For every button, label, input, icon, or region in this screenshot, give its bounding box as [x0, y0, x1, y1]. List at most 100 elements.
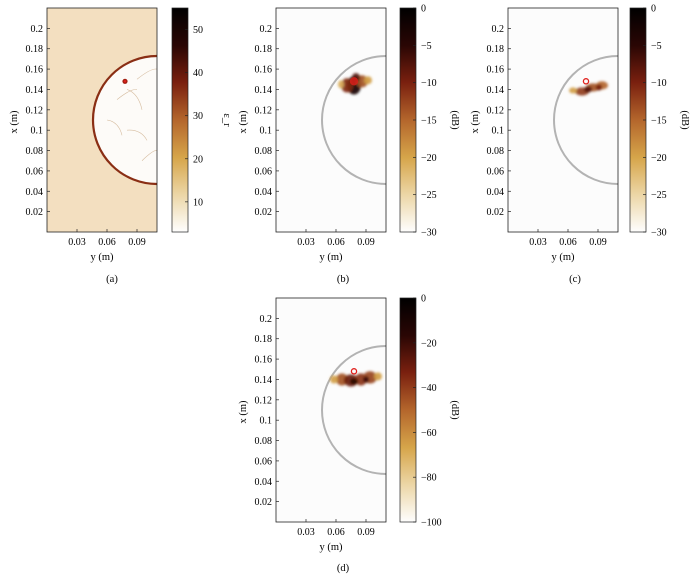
target-marker [349, 77, 359, 86]
panel-c: 0.02 0.04 0.06 0.08 0.1 0.12 0.14 0.16 0.18 0.2 0.… [470, 4, 690, 286]
y-tick-label: 0.06 [26, 166, 44, 177]
x-tick-label: 0.03 [529, 237, 547, 248]
texture-stroke [141, 150, 157, 161]
colorbar-tick-label: 10 [193, 197, 203, 208]
y-axis-label: x (m) [238, 400, 249, 424]
y-tick-label: 0.06 [487, 166, 505, 177]
colorbar-tick-label: −30 [421, 228, 437, 239]
x-axis-label: y (m) [319, 542, 343, 553]
colorbar-label: ε_r [221, 113, 232, 127]
colorbar-tick-label: −15 [651, 116, 667, 127]
colorbar [399, 297, 417, 523]
texture-stroke [116, 89, 138, 100]
colorbar-tick-label: −30 [651, 228, 667, 239]
x-tick-label: 0.06 [559, 237, 577, 248]
y-tick-label: 0.16 [487, 65, 505, 76]
y-tick-label: 0.1 [260, 126, 273, 137]
y-tick-label: 0.14 [255, 375, 273, 386]
colorbar-label: (dB) [679, 110, 690, 130]
x-tick-label: 0.09 [357, 237, 375, 248]
dome-outline [321, 345, 386, 475]
response-blob [330, 375, 338, 384]
colorbar-label: (dB) [449, 400, 460, 420]
y-tick-label: 0.12 [487, 105, 505, 116]
panel-a: 0.02 0.04 0.06 0.08 0.1 0.12 0.14 0.16 0.18 0.2 0.… [9, 7, 232, 285]
target-marker [350, 368, 358, 375]
colorbar-tick-label: −100 [421, 518, 442, 529]
y-tick-label: 0.14 [255, 85, 273, 96]
colorbar-tick-label: −20 [421, 338, 437, 349]
colorbar-tick-label: −60 [421, 428, 437, 439]
y-tick-label: 0.18 [26, 44, 44, 55]
y-tick-label: 0.2 [260, 24, 273, 35]
plot-area [321, 345, 386, 475]
y-axis-label: x (m) [238, 110, 249, 134]
y-tick-label: 0.12 [255, 395, 273, 406]
y-tick-label: 0.08 [487, 146, 505, 157]
y-tick-label: 0.12 [26, 105, 44, 116]
y-tick-label: 0.02 [255, 207, 273, 218]
colorbar-tick-label: −40 [421, 383, 437, 394]
x-tick-label: 0.06 [327, 527, 345, 538]
y-tick-label: 0.18 [255, 334, 273, 345]
colorbar-tick-label: −20 [421, 153, 437, 164]
y-tick-label: 0.1 [31, 126, 44, 137]
x-tick-label: 0.03 [297, 237, 315, 248]
plot-frame [507, 7, 619, 233]
colorbar-tick-label: 0 [421, 294, 426, 305]
plot-background [276, 298, 386, 522]
texture-stroke [126, 129, 148, 141]
colorbar-tick-label: 30 [193, 111, 203, 122]
y-tick-label: 0.08 [255, 436, 273, 447]
colorbar-tick-label: 40 [193, 68, 203, 79]
plot-frame [275, 297, 387, 523]
dome [91, 54, 157, 186]
colorbar-tick-label: −10 [651, 78, 667, 89]
y-tick-label: 0.02 [487, 207, 505, 218]
response-blob [363, 376, 369, 383]
texture-stroke [106, 119, 123, 136]
colorbar-tick-label: −15 [421, 116, 437, 127]
dome-outline [321, 55, 386, 185]
x-tick-label: 0.06 [327, 237, 345, 248]
colorbar-tick-label: −25 [421, 190, 437, 201]
y-tick-label: 0.04 [255, 187, 273, 198]
texture-stroke [126, 89, 143, 110]
y-tick-label: 0.02 [255, 497, 273, 508]
response-blob [596, 84, 602, 91]
y-tick-label: 0.04 [487, 187, 505, 198]
x-tick-label: 0.09 [357, 527, 375, 538]
y-tick-label: 0.06 [255, 166, 273, 177]
y-tick-label: 0.16 [255, 65, 273, 76]
colorbar [171, 7, 189, 233]
colorbar-tick-label: 0 [421, 4, 426, 15]
colorbar-tick-label: −10 [421, 78, 437, 89]
plot-area [321, 55, 386, 185]
y-axis-label: x (m) [9, 110, 20, 134]
colorbar-tick-label: 20 [193, 154, 203, 165]
x-axis-label: y (m) [319, 252, 343, 263]
y-tick-label: 0.1 [260, 416, 273, 427]
response-blob [584, 86, 592, 93]
y-tick-label: 0.14 [487, 85, 505, 96]
y-tick-label: 0.14 [26, 85, 44, 96]
target-core [123, 80, 127, 83]
y-tick-label: 0.08 [26, 146, 44, 157]
panel-caption: (b) [337, 274, 350, 285]
panel-caption: (d) [337, 563, 350, 574]
colorbar-tick-label: 50 [193, 25, 203, 36]
y-tick-label: 0.06 [255, 456, 273, 467]
y-tick-label: 0.2 [31, 24, 44, 35]
colorbar-tick-label: −5 [651, 41, 662, 52]
y-tick-label: 0.12 [255, 105, 273, 116]
colorbar-tick-label: −25 [651, 190, 667, 201]
y-tick-label: 0.02 [26, 207, 44, 218]
colorbar-tick-label: −5 [421, 41, 432, 52]
y-tick-label: 0.04 [255, 477, 273, 488]
x-tick-label: 0.06 [98, 237, 116, 248]
plot-frame [275, 7, 387, 233]
colorbar-tick-label: 0 [651, 4, 656, 15]
response-map [330, 371, 382, 387]
panel-b: 0.02 0.04 0.06 0.08 0.1 0.12 0.14 0.16 0.18 0.2 0.… [238, 4, 460, 286]
